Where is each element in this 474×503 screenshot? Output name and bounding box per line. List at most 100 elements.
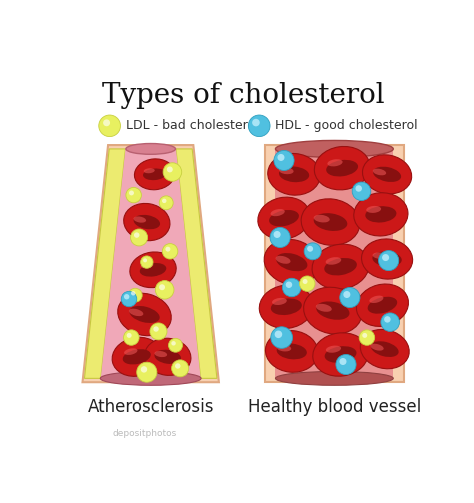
Ellipse shape — [135, 159, 175, 190]
Ellipse shape — [134, 215, 160, 229]
Ellipse shape — [371, 341, 399, 357]
Ellipse shape — [271, 298, 302, 315]
Circle shape — [302, 279, 308, 284]
Circle shape — [171, 341, 176, 346]
Circle shape — [159, 284, 165, 290]
Circle shape — [172, 360, 189, 377]
Ellipse shape — [129, 309, 143, 316]
Ellipse shape — [265, 330, 318, 372]
Ellipse shape — [362, 239, 412, 279]
Ellipse shape — [275, 371, 393, 385]
Ellipse shape — [363, 155, 411, 194]
Ellipse shape — [124, 203, 170, 241]
Ellipse shape — [126, 143, 175, 154]
Polygon shape — [82, 145, 219, 382]
Circle shape — [356, 185, 362, 192]
Circle shape — [141, 256, 153, 268]
FancyBboxPatch shape — [264, 145, 404, 382]
Circle shape — [99, 115, 120, 137]
Ellipse shape — [124, 348, 137, 355]
Circle shape — [382, 254, 389, 261]
Ellipse shape — [123, 349, 151, 365]
Circle shape — [124, 330, 139, 345]
Text: Healthy blood vessel: Healthy blood vessel — [248, 397, 421, 415]
Text: Types of cholesterol: Types of cholesterol — [101, 82, 384, 109]
Ellipse shape — [313, 333, 368, 376]
Ellipse shape — [326, 160, 358, 177]
Circle shape — [124, 294, 129, 299]
Circle shape — [248, 115, 270, 137]
Circle shape — [128, 288, 142, 302]
Ellipse shape — [143, 169, 166, 180]
Ellipse shape — [326, 257, 341, 265]
Circle shape — [127, 333, 132, 338]
Circle shape — [271, 327, 292, 349]
Circle shape — [153, 326, 159, 332]
Ellipse shape — [356, 284, 409, 326]
Ellipse shape — [276, 253, 308, 271]
Circle shape — [277, 154, 284, 161]
Circle shape — [159, 196, 173, 210]
Circle shape — [163, 163, 182, 181]
Ellipse shape — [100, 371, 201, 385]
Ellipse shape — [112, 338, 161, 376]
Circle shape — [155, 281, 174, 299]
Ellipse shape — [312, 244, 369, 289]
Ellipse shape — [275, 140, 393, 157]
Ellipse shape — [259, 285, 313, 328]
Circle shape — [274, 330, 282, 338]
Ellipse shape — [369, 296, 383, 303]
Text: LDL - bad cholesterol: LDL - bad cholesterol — [126, 119, 258, 132]
Circle shape — [274, 150, 294, 171]
Ellipse shape — [354, 193, 408, 236]
Ellipse shape — [368, 297, 397, 314]
Text: Atherosclerosis: Atherosclerosis — [87, 397, 214, 415]
Ellipse shape — [130, 252, 176, 288]
Ellipse shape — [360, 329, 409, 369]
Circle shape — [379, 250, 399, 271]
Circle shape — [252, 119, 260, 126]
Text: depositphotos: depositphotos — [112, 429, 177, 438]
Ellipse shape — [279, 166, 309, 182]
Ellipse shape — [271, 209, 285, 216]
Circle shape — [273, 231, 281, 238]
Ellipse shape — [314, 213, 347, 231]
Ellipse shape — [144, 169, 155, 173]
Ellipse shape — [272, 298, 287, 305]
Circle shape — [129, 191, 134, 196]
Circle shape — [162, 243, 178, 259]
Ellipse shape — [155, 351, 167, 357]
Ellipse shape — [275, 256, 291, 264]
Circle shape — [307, 246, 313, 252]
Ellipse shape — [155, 350, 181, 364]
Ellipse shape — [264, 239, 319, 285]
Ellipse shape — [325, 346, 356, 363]
Circle shape — [131, 291, 136, 295]
Circle shape — [126, 188, 141, 203]
Circle shape — [130, 229, 147, 246]
Circle shape — [283, 278, 301, 297]
Ellipse shape — [279, 167, 293, 174]
Ellipse shape — [326, 346, 341, 353]
Ellipse shape — [268, 153, 320, 195]
Ellipse shape — [373, 252, 402, 267]
Ellipse shape — [277, 344, 307, 359]
Circle shape — [162, 199, 166, 203]
Circle shape — [141, 366, 147, 373]
Ellipse shape — [324, 258, 357, 276]
Circle shape — [150, 323, 167, 340]
Ellipse shape — [140, 263, 166, 277]
Ellipse shape — [269, 210, 299, 226]
Circle shape — [304, 243, 321, 260]
Ellipse shape — [134, 216, 146, 223]
Ellipse shape — [314, 146, 370, 190]
Circle shape — [137, 362, 157, 382]
Text: HDL - good cholesterol: HDL - good cholesterol — [275, 119, 418, 132]
Circle shape — [286, 282, 292, 288]
Circle shape — [270, 227, 290, 247]
Circle shape — [352, 182, 371, 201]
Circle shape — [340, 288, 360, 307]
Ellipse shape — [328, 159, 343, 166]
Circle shape — [300, 276, 315, 291]
FancyBboxPatch shape — [275, 149, 393, 378]
